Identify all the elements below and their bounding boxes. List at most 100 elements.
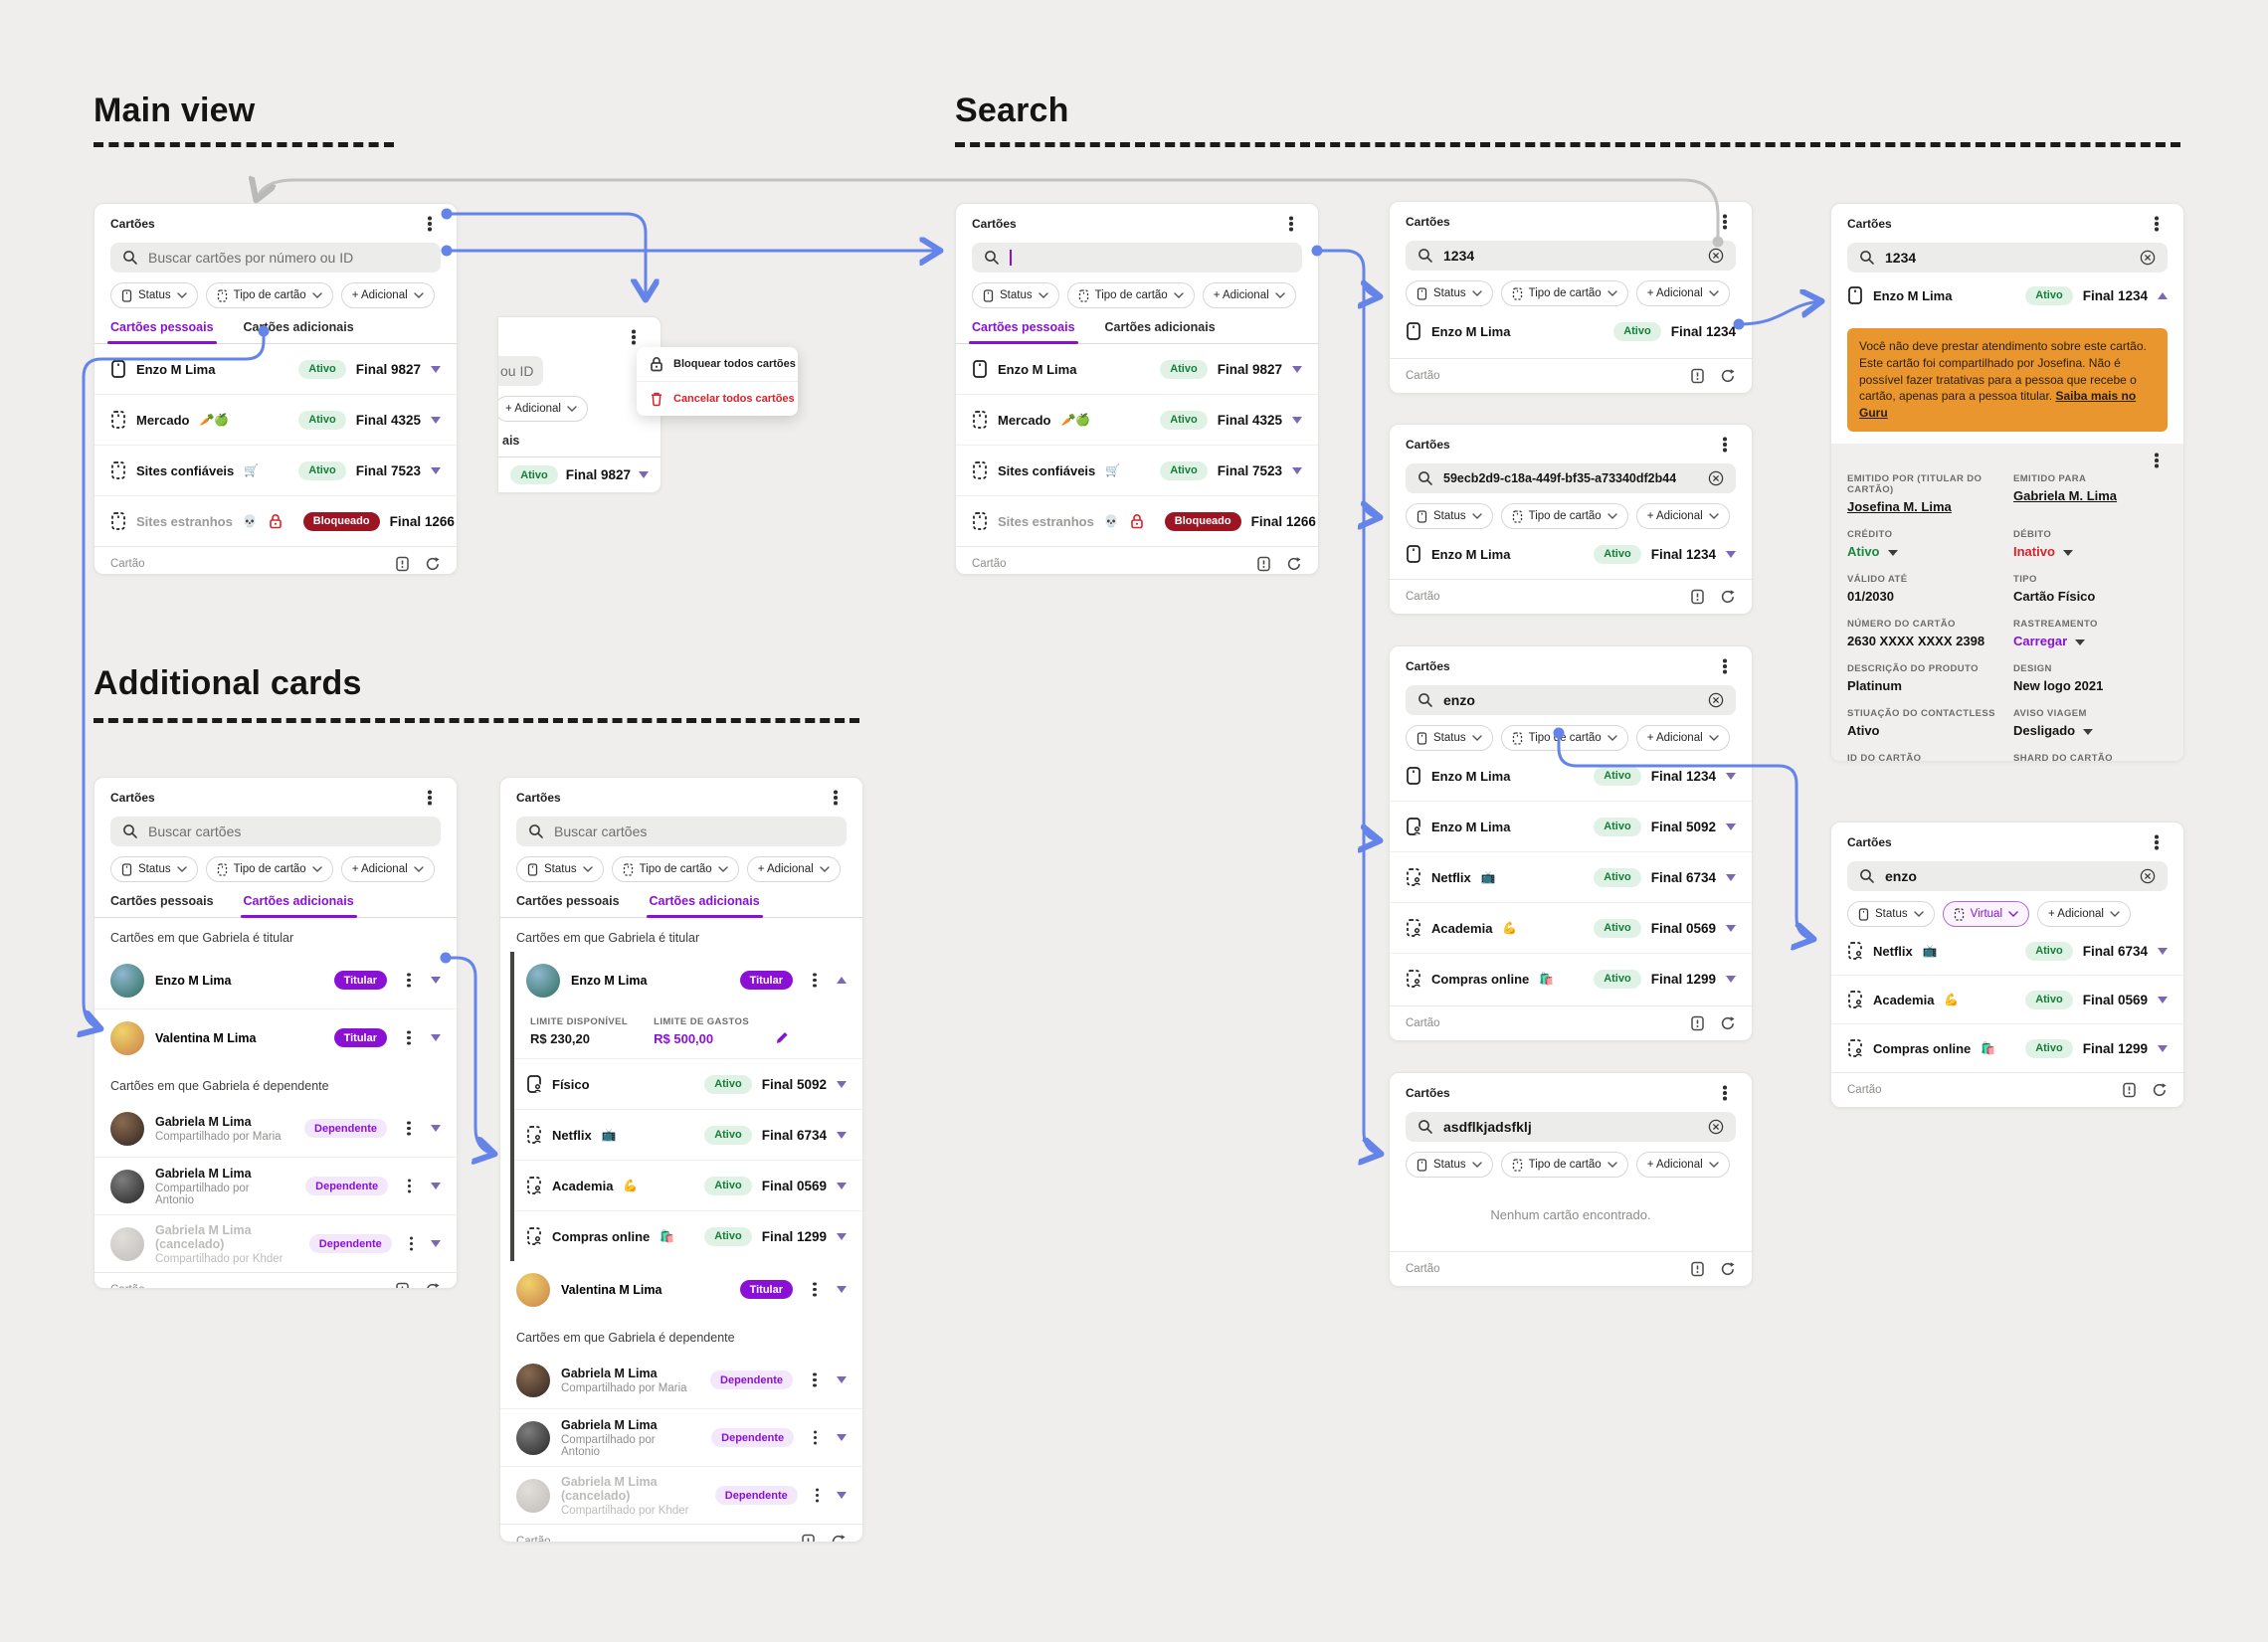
filter-card-type[interactable]: Tipo de cartão: [205, 282, 333, 308]
card-row[interactable]: Sites confiáveis 🛒 Ativo Final 7523: [956, 445, 1318, 495]
expand-chevron[interactable]: [1726, 772, 1736, 780]
search-input[interactable]: 1234: [1406, 241, 1736, 271]
expand-chevron[interactable]: [837, 1131, 847, 1139]
sub-card-row[interactable]: Compras online 🛍️ Ativo Final 1299: [514, 1210, 862, 1261]
search-input[interactable]: 1234: [1847, 243, 2168, 273]
search-input[interactable]: 59ecb2d9-c18a-449f-bf35-a73340df2b44: [1406, 463, 1736, 493]
kebab-menu-button[interactable]: [1280, 215, 1302, 233]
kebab-menu-button[interactable]: [1714, 1084, 1736, 1102]
expand-chevron[interactable]: [2158, 996, 2168, 1003]
card-info-icon[interactable]: [1690, 1015, 1706, 1031]
sub-card-row[interactable]: Netflix 📺 Ativo Final 6734: [514, 1109, 862, 1160]
filter-card-type[interactable]: Tipo de cartão: [611, 856, 739, 882]
card-row-blocked[interactable]: Sites estranhos 💀 Bloqueado Final 1266: [94, 495, 457, 546]
row-kebab-button[interactable]: [399, 1178, 420, 1195]
search-input[interactable]: [972, 243, 1302, 273]
expand-chevron[interactable]: [2158, 947, 2168, 955]
expand-chevron[interactable]: [1726, 550, 1736, 558]
expand-chevron[interactable]: [837, 1492, 847, 1499]
refresh-icon[interactable]: [425, 556, 441, 572]
row-kebab-button[interactable]: [805, 1429, 826, 1447]
filter-card-type[interactable]: Tipo de cartão: [1500, 503, 1628, 529]
tab-personal-cards[interactable]: Cartões pessoais: [110, 894, 214, 908]
expand-chevron[interactable]: [1292, 365, 1302, 373]
card-info-icon[interactable]: [2122, 1082, 2138, 1098]
filter-status[interactable]: Status: [1406, 1152, 1493, 1178]
filter-status[interactable]: Status: [1847, 901, 1935, 927]
filter-status[interactable]: Status: [972, 282, 1059, 308]
tab-personal-cards[interactable]: Cartões pessoais: [969, 320, 1078, 344]
menu-item-cancel-all[interactable]: Cancelar todos cartões: [637, 381, 798, 416]
expand-chevron[interactable]: [1726, 975, 1736, 983]
card-row[interactable]: Sites confiáveis 🛒 Ativo Final 7523: [94, 445, 457, 495]
warning-link[interactable]: Saiba mais no Guru: [1859, 389, 2137, 421]
clear-search-icon[interactable]: [1708, 470, 1724, 486]
card-row-expanded[interactable]: Enzo M Lima Ativo Final 1234: [1831, 273, 2183, 318]
clear-search-icon[interactable]: [2140, 868, 2156, 884]
collapse-chevron[interactable]: [2158, 291, 2168, 299]
card-info-icon[interactable]: [395, 1282, 411, 1289]
row-kebab-button[interactable]: [804, 1371, 826, 1389]
filter-virtual-active[interactable]: Virtual: [1942, 901, 2029, 927]
filter-additional[interactable]: + Adicional: [2037, 901, 2131, 927]
field-rastreamento[interactable]: RASTREAMENTO Carregar: [2013, 618, 2098, 648]
clear-search-icon[interactable]: [2140, 250, 2156, 266]
holder-row[interactable]: Enzo M Lima Titular: [94, 952, 457, 1008]
kebab-menu-button[interactable]: [2146, 833, 2168, 851]
kebab-menu-button[interactable]: [1714, 657, 1736, 675]
tab-additional-cards[interactable]: Cartões adicionais: [240, 894, 357, 918]
filter-status[interactable]: Status: [1406, 280, 1493, 306]
kebab-menu-button[interactable]: [825, 789, 847, 807]
filter-card-type[interactable]: Tipo de cartão: [1066, 282, 1195, 308]
expand-chevron[interactable]: [1726, 924, 1736, 932]
filter-status[interactable]: Status: [110, 856, 198, 882]
refresh-icon[interactable]: [425, 1282, 441, 1289]
filter-additional[interactable]: + Adicional: [1635, 503, 1730, 529]
clear-search-icon[interactable]: [1708, 692, 1724, 708]
kebab-menu-button[interactable]: [2146, 452, 2168, 469]
sub-card-row[interactable]: Físico Ativo Final 5092: [514, 1059, 862, 1109]
card-row[interactable]: Enzo M Lima Ativo Final 5092: [1390, 801, 1752, 851]
clear-search-icon[interactable]: [1708, 1119, 1724, 1135]
filter-card-type[interactable]: Tipo de cartão: [1500, 725, 1628, 751]
tab-additional-cards[interactable]: Cartões adicionais: [1104, 320, 1216, 334]
search-input[interactable]: Buscar cartões: [110, 817, 441, 846]
expand-chevron[interactable]: [1292, 466, 1302, 474]
dropdown-icon[interactable]: [1887, 549, 1898, 556]
expand-chevron[interactable]: [431, 466, 441, 474]
refresh-icon[interactable]: [1720, 1261, 1736, 1277]
row-kebab-button[interactable]: [809, 1487, 826, 1505]
filter-additional[interactable]: + Adicional: [498, 396, 588, 422]
dependent-row-canceled[interactable]: Gabriela M Lima (cancelado) Compartilhado…: [94, 1214, 457, 1272]
filter-card-type[interactable]: Tipo de cartão: [205, 856, 333, 882]
filter-status[interactable]: Status: [516, 856, 604, 882]
card-info-icon[interactable]: [1256, 556, 1272, 572]
search-input[interactable]: enzo: [1406, 685, 1736, 715]
expand-chevron[interactable]: [837, 1232, 847, 1240]
filter-additional[interactable]: + Adicional: [746, 856, 841, 882]
row-kebab-button[interactable]: [804, 1281, 826, 1299]
search-input[interactable]: asdflkjadsfklj: [1406, 1112, 1736, 1142]
kebab-menu-button[interactable]: [419, 789, 441, 807]
card-row[interactable]: Enzo M Lima Ativo Final 9827: [956, 344, 1318, 394]
row-kebab-button[interactable]: [398, 972, 420, 990]
dependent-row[interactable]: Gabriela M Lima Compartilhado por Antonio…: [94, 1157, 457, 1214]
clear-search-icon[interactable]: [1708, 248, 1724, 264]
expand-chevron[interactable]: [837, 1182, 847, 1189]
row-kebab-button[interactable]: [804, 972, 826, 990]
expand-chevron[interactable]: [431, 1183, 441, 1189]
expand-chevron[interactable]: [431, 416, 441, 424]
expand-chevron[interactable]: [1726, 822, 1736, 830]
filter-card-type[interactable]: Tipo de cartão: [1500, 280, 1628, 306]
refresh-icon[interactable]: [1720, 368, 1736, 384]
expand-chevron[interactable]: [639, 471, 649, 478]
card-row[interactable]: Enzo M Lima Ativo Final 1234: [1390, 529, 1752, 579]
filter-card-type[interactable]: Tipo de cartão: [1500, 1152, 1628, 1178]
expand-chevron[interactable]: [837, 1376, 847, 1383]
card-row-blocked[interactable]: Sites estranhos 💀 Bloqueado Final 1266: [956, 495, 1318, 546]
expand-chevron[interactable]: [431, 365, 441, 373]
filter-additional[interactable]: + Adicional: [340, 856, 435, 882]
dependent-row-canceled[interactable]: Gabriela M Lima (cancelado) Compartilhado…: [500, 1466, 862, 1524]
refresh-icon[interactable]: [2152, 1082, 2168, 1098]
search-input[interactable]: Buscar cartões por número ou ID: [110, 243, 441, 273]
